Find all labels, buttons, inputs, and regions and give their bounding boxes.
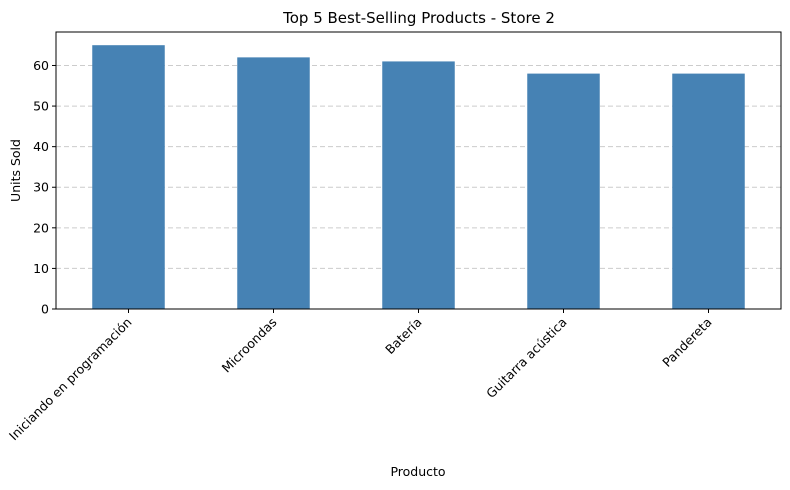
x-axis-label: Producto (390, 464, 445, 479)
bar-layer (92, 45, 745, 309)
bar (92, 45, 165, 309)
y-tick-label: 30 (33, 180, 49, 195)
x-tick-label: Microondas (219, 315, 280, 376)
bar (527, 73, 600, 309)
bar (672, 73, 745, 309)
y-tick-label: 50 (33, 99, 49, 114)
x-tick-label: Guitarra acústica (483, 315, 569, 401)
y-tick-label: 10 (33, 261, 49, 276)
y-tick-label: 20 (33, 220, 49, 235)
chart-title: Top 5 Best-Selling Products - Store 2 (282, 9, 555, 27)
x-tick-label: Batería (382, 315, 425, 358)
y-axis-ticks: 0 10 20 30 40 50 60 (33, 58, 56, 317)
x-tick-label: Iniciando en programación (6, 315, 135, 444)
x-axis-ticks: Iniciando en programación Microondas Bater… (6, 309, 715, 443)
y-axis-label: Units Sold (8, 139, 23, 202)
x-tick-label: Pandereta (659, 315, 714, 370)
y-tick-label: 40 (33, 139, 49, 154)
bar (382, 61, 455, 309)
y-tick-label: 60 (33, 58, 49, 73)
bar (237, 57, 310, 309)
y-tick-label: 0 (41, 302, 49, 317)
